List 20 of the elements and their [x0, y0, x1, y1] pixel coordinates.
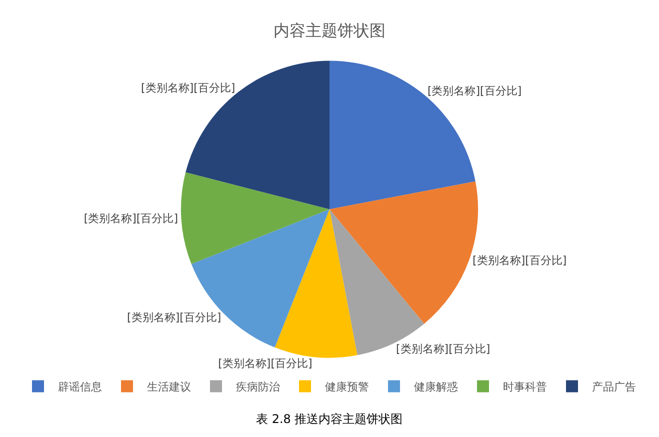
legend-label: 时事科普	[503, 380, 547, 394]
data-label: [类别名称][百分比]	[127, 311, 222, 324]
data-label: [类别名称][百分比]	[396, 342, 490, 356]
pie-slice	[180, 172, 330, 264]
legend-label: 辟谣信息	[58, 380, 102, 394]
pie-slice	[330, 60, 476, 210]
legend-label: 健康解惑	[414, 380, 458, 394]
chart-title: 内容主题饼状图	[274, 21, 386, 40]
text: 表 2.8 推送内容主题饼状图	[256, 412, 403, 426]
legend-label: 健康预警	[325, 380, 369, 394]
pie-slice	[330, 181, 478, 324]
legend-label: 疾病防治	[236, 380, 280, 394]
legend-label: 生活建议	[147, 380, 191, 394]
legend-label: 产品广告	[592, 380, 636, 394]
pie-slice	[274, 209, 358, 358]
data-label: [类别名称][百分比]	[218, 357, 312, 370]
data-label: [类别名称][百分比]	[141, 81, 236, 94]
data-label: [类别名称][百分比]	[427, 84, 522, 98]
data-label: [类别名称][百分比]	[472, 254, 567, 267]
data-label: [类别名称][百分比]	[84, 212, 178, 226]
